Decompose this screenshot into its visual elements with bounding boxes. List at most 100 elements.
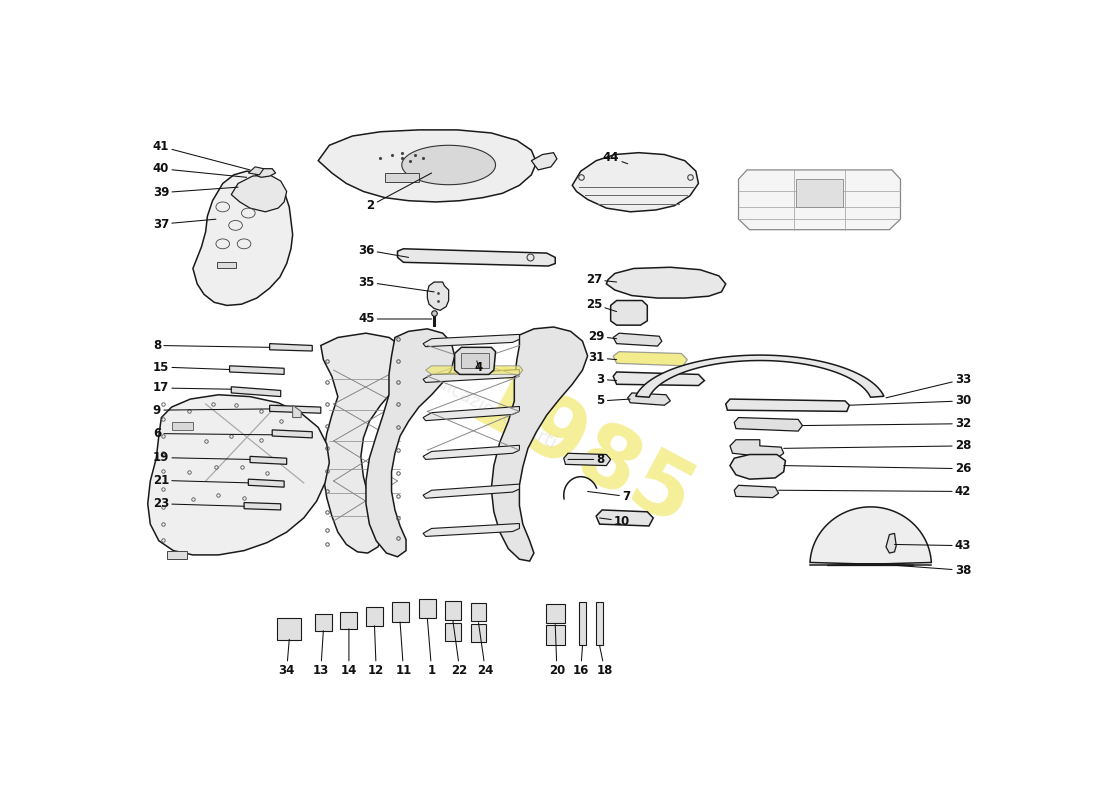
Text: 28: 28 <box>783 439 971 452</box>
Text: 45: 45 <box>358 313 431 326</box>
Polygon shape <box>730 440 783 458</box>
Text: 1: 1 <box>427 618 436 677</box>
Text: 14: 14 <box>341 629 358 677</box>
Text: 3: 3 <box>596 373 617 386</box>
Text: 38: 38 <box>896 564 971 577</box>
Text: 30: 30 <box>849 394 971 407</box>
Polygon shape <box>810 507 932 566</box>
Polygon shape <box>613 352 688 366</box>
Polygon shape <box>397 249 556 266</box>
Text: 23: 23 <box>153 498 244 510</box>
Text: 26: 26 <box>783 462 971 475</box>
Polygon shape <box>147 394 329 555</box>
Polygon shape <box>192 171 293 306</box>
Polygon shape <box>735 486 779 498</box>
Polygon shape <box>492 327 587 561</box>
Polygon shape <box>424 446 519 459</box>
Text: 37: 37 <box>153 218 216 230</box>
Polygon shape <box>596 510 653 526</box>
Text: 4: 4 <box>474 361 483 374</box>
Text: 25: 25 <box>585 298 617 311</box>
Text: 8: 8 <box>568 453 605 466</box>
Polygon shape <box>392 602 408 622</box>
Polygon shape <box>426 366 522 374</box>
Polygon shape <box>244 502 280 510</box>
Text: 20: 20 <box>549 625 565 677</box>
Text: 19: 19 <box>153 451 250 464</box>
Text: 43: 43 <box>894 539 971 552</box>
Text: 32: 32 <box>803 418 971 430</box>
Polygon shape <box>217 262 235 269</box>
Text: 39: 39 <box>153 186 238 199</box>
Text: 41: 41 <box>153 140 250 170</box>
Text: 18: 18 <box>596 646 613 677</box>
Polygon shape <box>613 333 662 346</box>
Text: 13: 13 <box>312 630 329 677</box>
Polygon shape <box>249 479 284 487</box>
Polygon shape <box>424 406 519 421</box>
Text: 10: 10 <box>600 514 630 527</box>
Text: 2: 2 <box>366 173 431 212</box>
Polygon shape <box>596 602 603 646</box>
Polygon shape <box>315 614 332 631</box>
Polygon shape <box>628 393 670 406</box>
Text: 44: 44 <box>603 151 628 164</box>
Polygon shape <box>424 334 519 346</box>
Text: 9: 9 <box>153 404 270 417</box>
Polygon shape <box>610 301 647 325</box>
Text: 8: 8 <box>153 339 270 352</box>
Text: 1985: 1985 <box>455 360 706 546</box>
Polygon shape <box>231 175 287 212</box>
Text: 12: 12 <box>368 626 384 677</box>
Polygon shape <box>735 418 803 431</box>
Text: 17: 17 <box>153 382 231 394</box>
Polygon shape <box>613 372 704 386</box>
Polygon shape <box>318 130 537 202</box>
Polygon shape <box>636 355 884 398</box>
Polygon shape <box>272 430 312 438</box>
Text: 21: 21 <box>153 474 249 487</box>
Polygon shape <box>385 173 419 182</box>
Polygon shape <box>424 370 519 382</box>
Polygon shape <box>340 612 358 630</box>
Polygon shape <box>462 354 488 368</box>
Polygon shape <box>738 170 901 230</box>
Polygon shape <box>546 603 564 623</box>
Polygon shape <box>424 484 519 498</box>
Polygon shape <box>270 344 312 351</box>
Polygon shape <box>454 347 495 374</box>
Polygon shape <box>531 153 557 170</box>
Polygon shape <box>250 456 287 464</box>
Text: 35: 35 <box>359 275 434 292</box>
Polygon shape <box>579 602 586 646</box>
Text: 42: 42 <box>779 485 971 498</box>
Polygon shape <box>230 366 284 374</box>
Polygon shape <box>471 624 486 642</box>
Polygon shape <box>471 603 486 622</box>
Polygon shape <box>231 386 280 397</box>
Text: 6: 6 <box>153 427 272 440</box>
Polygon shape <box>270 406 321 414</box>
Text: pubblicazione parti: pubblicazione parti <box>398 355 559 453</box>
Polygon shape <box>427 282 449 310</box>
Polygon shape <box>366 607 383 626</box>
Polygon shape <box>606 267 726 298</box>
Polygon shape <box>255 169 276 178</box>
Polygon shape <box>249 167 264 175</box>
Text: 16: 16 <box>573 646 588 677</box>
Text: 15: 15 <box>153 361 230 374</box>
Text: 29: 29 <box>588 330 617 342</box>
Polygon shape <box>366 329 454 557</box>
Polygon shape <box>293 406 301 418</box>
Polygon shape <box>563 454 611 466</box>
Text: 7: 7 <box>587 490 630 503</box>
Polygon shape <box>172 422 192 430</box>
Text: 33: 33 <box>886 373 971 398</box>
Polygon shape <box>446 601 461 619</box>
Text: 24: 24 <box>477 622 494 677</box>
Text: 40: 40 <box>153 162 246 178</box>
Polygon shape <box>726 399 849 411</box>
Text: 27: 27 <box>586 273 617 286</box>
Polygon shape <box>546 625 564 645</box>
Polygon shape <box>402 146 495 185</box>
